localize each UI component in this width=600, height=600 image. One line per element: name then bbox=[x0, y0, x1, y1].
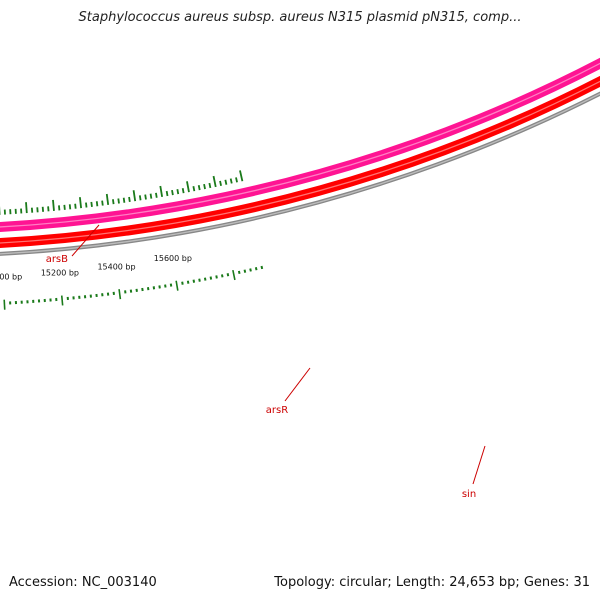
minor-tick bbox=[260, 265, 264, 270]
inner-tick bbox=[25, 202, 28, 214]
minor-tick bbox=[203, 277, 207, 281]
inner-tick bbox=[192, 186, 196, 192]
inner-tick bbox=[203, 183, 206, 190]
inner-tick-ring bbox=[0, 170, 244, 215]
minor-tick bbox=[181, 281, 184, 285]
gene-leader-line bbox=[472, 445, 486, 485]
inner-tick bbox=[144, 194, 147, 200]
major-tick bbox=[60, 295, 64, 306]
minor-tick bbox=[226, 273, 230, 277]
inner-tick bbox=[117, 198, 120, 204]
strand-band-red bbox=[0, 75, 600, 248]
minor-tick bbox=[198, 278, 201, 282]
inner-tick bbox=[224, 179, 228, 185]
gene-label-arsB: arsB bbox=[46, 254, 68, 265]
inner-tick bbox=[235, 177, 238, 183]
minor-tick bbox=[220, 274, 224, 278]
tick-label: 15400 bp bbox=[97, 262, 135, 271]
gene-leader-line bbox=[71, 224, 100, 257]
minor-tick bbox=[186, 280, 190, 284]
inner-tick bbox=[112, 199, 115, 205]
inner-tick bbox=[197, 185, 201, 191]
gene-label-sin: sin bbox=[462, 489, 476, 500]
inner-tick bbox=[138, 195, 142, 201]
gene-arc-sin bbox=[0, 57, 600, 232]
inner-tick bbox=[219, 180, 222, 186]
inner-tick bbox=[212, 175, 217, 188]
inner-tick bbox=[85, 202, 88, 208]
inner-tick bbox=[122, 197, 126, 203]
inner-tick bbox=[176, 189, 180, 195]
tick-label: 15200 bp bbox=[41, 269, 79, 278]
backbone-arc bbox=[0, 91, 600, 256]
inner-tick bbox=[101, 200, 104, 206]
major-tick bbox=[175, 280, 179, 291]
minor-tick bbox=[209, 276, 213, 280]
inner-tick bbox=[74, 203, 77, 209]
major-tick bbox=[118, 289, 122, 300]
inner-tick bbox=[155, 192, 158, 198]
topology-summary-text: Topology: circular; Length: 24,653 bp; G… bbox=[274, 575, 590, 590]
inner-tick bbox=[239, 170, 244, 182]
map-title: Staphylococcus aureus subsp. aureus N315… bbox=[78, 10, 522, 25]
major-tick bbox=[3, 299, 6, 310]
strand-segment bbox=[0, 75, 600, 248]
inner-tick bbox=[79, 197, 83, 209]
inner-tick bbox=[105, 193, 110, 205]
inner-tick bbox=[52, 199, 55, 211]
inner-tick bbox=[68, 204, 72, 210]
major-tick bbox=[232, 269, 236, 281]
minor-tick bbox=[237, 270, 241, 275]
gene-label-arsR: arsR bbox=[266, 405, 288, 416]
inner-tick bbox=[186, 181, 190, 193]
inner-tick bbox=[128, 196, 131, 203]
gene-labels: arsB arsR sin bbox=[46, 224, 486, 500]
minor-tick bbox=[192, 279, 196, 283]
backbone-ring bbox=[0, 91, 600, 256]
inner-tick bbox=[149, 193, 153, 199]
tick-label: 15600 bp bbox=[154, 254, 192, 263]
inner-tick bbox=[90, 201, 93, 207]
minor-tick bbox=[254, 267, 258, 271]
inner-tick bbox=[95, 201, 99, 207]
gene-leader-line bbox=[284, 367, 311, 402]
gene-arcs bbox=[0, 57, 600, 232]
inner-tick bbox=[165, 190, 169, 197]
inner-tick bbox=[181, 188, 185, 194]
tick-label: 15000 bp bbox=[0, 273, 22, 282]
minor-tick bbox=[243, 269, 247, 273]
minor-tick bbox=[249, 268, 252, 272]
minor-tick bbox=[215, 275, 218, 279]
inner-tick bbox=[159, 185, 164, 198]
inner-tick bbox=[229, 178, 233, 184]
inner-tick bbox=[171, 189, 174, 196]
inner-tick bbox=[132, 190, 137, 202]
inner-tick bbox=[208, 182, 212, 189]
accession-text: Accession: NC_003140 bbox=[9, 575, 157, 590]
outer-tick-ring bbox=[3, 265, 264, 310]
